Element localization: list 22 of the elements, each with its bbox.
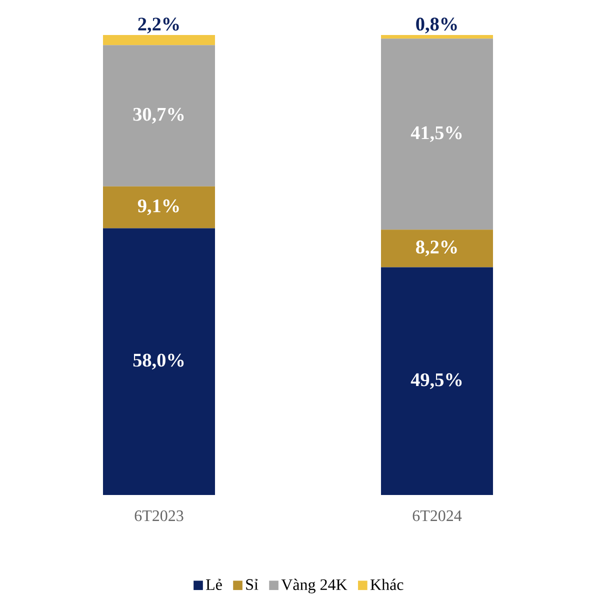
legend-label: Vàng 24K [281,578,348,594]
legend-label: Lẻ [206,578,222,590]
x-tick-label: 6T2024 [412,510,462,522]
bar [381,267,494,495]
data-label: 30,7% [133,108,184,124]
data-label: 8,2% [416,240,457,256]
data-label: 58,0% [133,354,184,370]
bar [103,228,216,495]
data-label: 41,5% [410,126,462,142]
data-label: 49,5% [410,373,462,390]
bar [381,38,494,230]
bar [103,186,216,228]
bar [381,230,494,268]
data-label: 2,2% [138,18,179,34]
bar [103,45,216,186]
data-label: 9,1% [138,199,179,216]
legend-label: Sỉ [246,578,258,590]
data-label: 0,8% [416,18,457,34]
bar [103,34,216,46]
bar [381,34,494,39]
x-tick-label: 6T2023 [134,510,184,522]
legend-label: Khác [370,578,404,590]
